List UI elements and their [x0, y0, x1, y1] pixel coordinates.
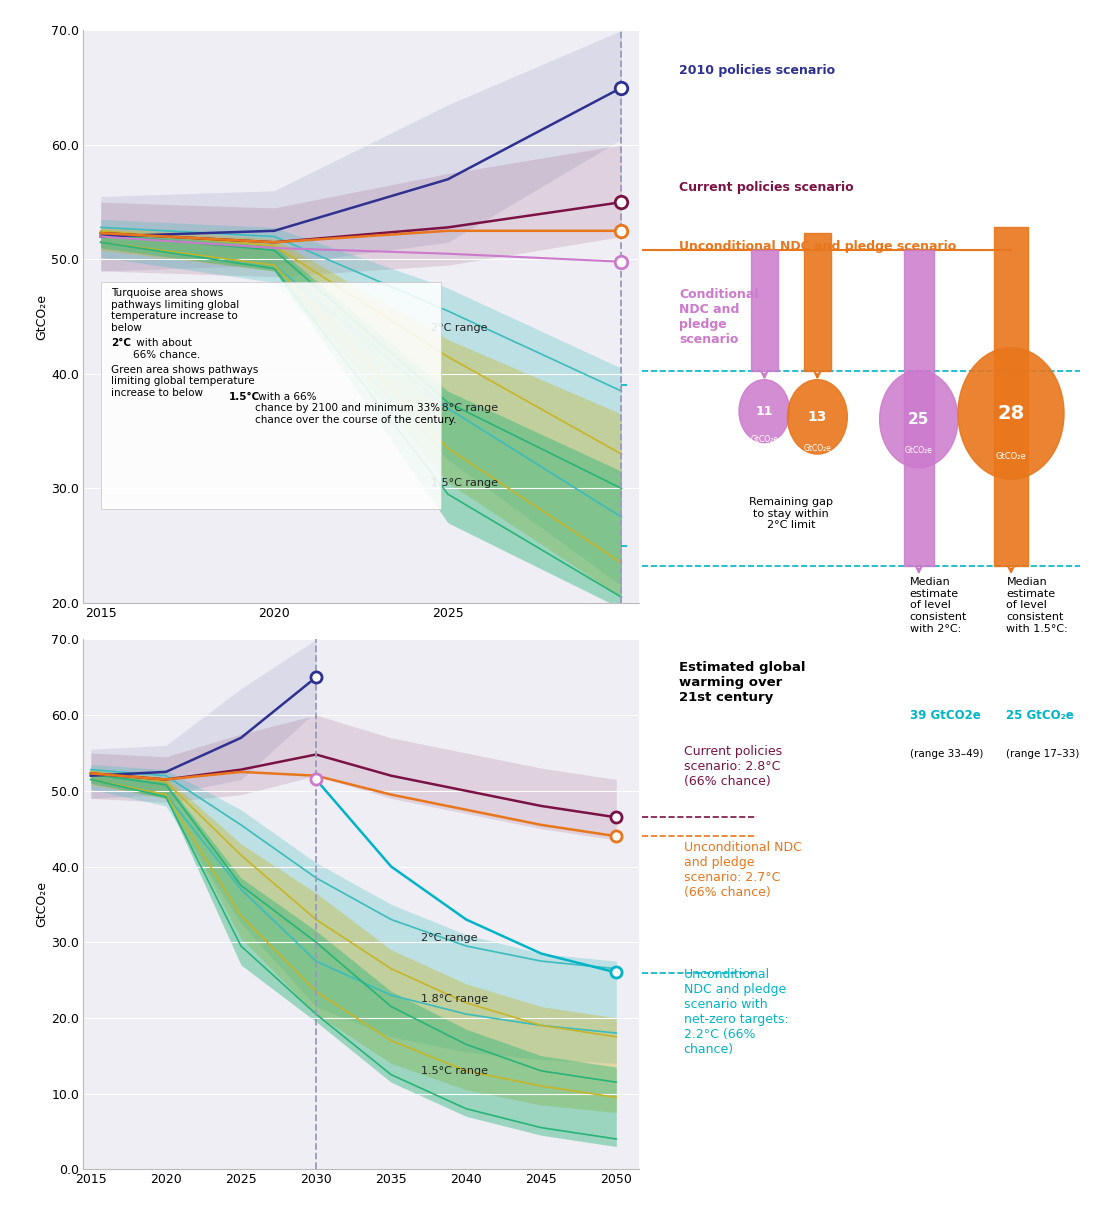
Y-axis label: GtCO₂e: GtCO₂e: [36, 882, 49, 927]
Text: 1.8°C range: 1.8°C range: [421, 994, 488, 1004]
Text: 28: 28: [998, 404, 1024, 423]
Circle shape: [880, 370, 958, 468]
Bar: [993, 227, 1029, 565]
Text: with a 66%
chance by 2100 and minimum 33%
chance over the course of the century.: with a 66% chance by 2100 and minimum 33…: [256, 392, 457, 425]
Text: 1.5°C: 1.5°C: [229, 392, 260, 402]
Text: Conditional
NDC and
pledge
scenario: Conditional NDC and pledge scenario: [679, 287, 759, 346]
Text: (range 33–49): (range 33–49): [910, 749, 983, 759]
Text: Median
estimate
of level
consistent
with 1.5°C:: Median estimate of level consistent with…: [1007, 577, 1068, 633]
FancyBboxPatch shape: [101, 283, 441, 509]
Text: (range 17–33): (range 17–33): [1007, 749, 1080, 759]
Text: 1.5°C range: 1.5°C range: [430, 477, 498, 487]
Text: 1.8°C range: 1.8°C range: [430, 403, 498, 413]
Text: 25: 25: [908, 412, 930, 426]
Text: 13: 13: [808, 410, 827, 424]
Text: Current policies
scenario: 2.8°C
(66% chance): Current policies scenario: 2.8°C (66% ch…: [683, 745, 782, 788]
Text: Unconditional NDC and pledge scenario: Unconditional NDC and pledge scenario: [679, 240, 957, 253]
Bar: [803, 233, 831, 371]
Text: GtCO₂e: GtCO₂e: [750, 435, 779, 445]
Text: 2010 policies scenario: 2010 policies scenario: [679, 65, 835, 77]
Text: with about
66% chance.: with about 66% chance.: [132, 339, 200, 361]
Text: GtCO₂e: GtCO₂e: [803, 443, 831, 453]
Bar: [904, 250, 933, 565]
Circle shape: [739, 380, 790, 442]
Bar: [751, 250, 778, 371]
Text: Green area shows pathways
limiting global temperature
increase to below: Green area shows pathways limiting globa…: [111, 364, 259, 398]
Text: 39 GtCO2e: 39 GtCO2e: [910, 709, 980, 722]
Circle shape: [788, 380, 848, 454]
Text: Current policies scenario: Current policies scenario: [679, 181, 853, 195]
Text: 2°C range: 2°C range: [430, 323, 487, 334]
Text: 1.5°C range: 1.5°C range: [421, 1066, 488, 1075]
Text: Remaining gap
to stay within
2°C limit: Remaining gap to stay within 2°C limit: [749, 497, 833, 530]
Y-axis label: GtCO₂e: GtCO₂e: [36, 294, 49, 340]
Text: Unconditional
NDC and pledge
scenario with
net-zero targets:
2.2°C (66%
chance): Unconditional NDC and pledge scenario wi…: [683, 968, 789, 1056]
Text: 2°C: 2°C: [111, 339, 131, 348]
Text: Estimated global
warming over
21st century: Estimated global warming over 21st centu…: [679, 660, 805, 704]
Circle shape: [958, 347, 1064, 479]
Text: GtCO₂e: GtCO₂e: [904, 446, 933, 456]
Text: Median
estimate
of level
consistent
with 2°C:: Median estimate of level consistent with…: [910, 577, 967, 633]
Text: 2°C range: 2°C range: [421, 933, 478, 944]
Text: 25 GtCO₂e: 25 GtCO₂e: [1007, 709, 1074, 722]
Text: Unconditional NDC
and pledge
scenario: 2.7°C
(66% chance): Unconditional NDC and pledge scenario: 2…: [683, 840, 801, 899]
Text: GtCO₂e: GtCO₂e: [995, 452, 1027, 460]
Text: 11: 11: [755, 404, 773, 418]
Text: Turquoise area shows
pathways limiting global
temperature increase to
below: Turquoise area shows pathways limiting g…: [111, 289, 239, 333]
